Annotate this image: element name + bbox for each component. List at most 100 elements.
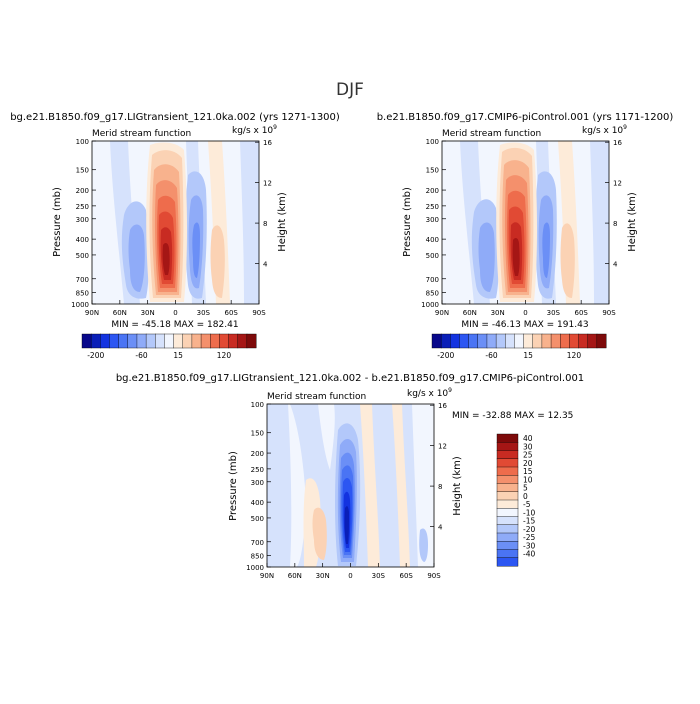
panel-2-colorbar-swatch (459, 333, 470, 349)
panel-3-units-text: kg/s x 10 (407, 389, 448, 399)
panel-3-ytick-label: 400 (251, 499, 264, 507)
panel-1-y2tick-label: 4 (263, 261, 268, 269)
panel-2-y2tick-label: 4 (613, 261, 618, 269)
panel-3-colorbar-swatch (496, 450, 519, 460)
panel-3-colorbar-label: 0 (523, 492, 528, 501)
panel-2-ytick-label: 100 (426, 138, 439, 146)
panel-2-xticks: 90N 60N 30N 0 30S 60S 90S (435, 300, 616, 317)
panel-2-units-text: kg/s x 10 (582, 126, 623, 136)
panel-1-xtick-label: 60S (224, 309, 238, 317)
panel-3-yticks: 100 150 200 250 300 400 500 700 850 1000 (246, 401, 271, 572)
panel-2-xtick-label: 60N (463, 309, 477, 317)
panel-3-colorbar-label: 20 (523, 459, 533, 468)
panel-3-y2label: Height (km) (452, 456, 463, 516)
panel-1-ytick-label: 400 (76, 236, 89, 244)
panel-2-y2tick-label: 8 (613, 220, 617, 228)
panel-3-colorbar-label: 40 (523, 434, 533, 443)
panel-3-xtick-label: 30S (372, 572, 386, 580)
panel-2-subtitle-left: Merid stream function (442, 129, 541, 139)
panel-2-colorbar-swatch (523, 333, 534, 349)
panel-1-colorbar-swatch (127, 333, 138, 349)
panel-2-ytick-label: 300 (426, 216, 439, 224)
panel-1-xtick-label: 90S (252, 309, 266, 317)
panel-3-colorbar-label: -5 (523, 500, 531, 509)
panel-1-colorbar: -200 -60 15 120 (81, 333, 257, 360)
panel-3-colorbar-label: -25 (523, 533, 535, 542)
panel-3-xtick-label: 90N (260, 572, 274, 580)
panel-1-xtick-label: 90N (85, 309, 99, 317)
panel-2-y2tick-label: 16 (613, 139, 622, 147)
panel-1-ytick-label: 200 (76, 187, 89, 195)
panel-2-colorbar-swatch (532, 333, 543, 349)
panel-1-subtitle-left: Merid stream function (92, 129, 191, 139)
page-title: DJF (336, 80, 364, 100)
panel-2-colorbar-swatch (431, 333, 442, 349)
panel-3-stats: MIN = -32.88 MAX = 12.35 (452, 411, 573, 421)
panel-3-colorbar-label: 30 (523, 442, 533, 451)
panel-1-colorbar-label: -60 (135, 351, 147, 360)
panel-3-colorbar-label: 15 (523, 467, 533, 476)
panel-3-ytick-label: 700 (251, 539, 264, 547)
panel-3-ytick-label: 200 (251, 450, 264, 458)
panel-3-colorbar-label: -15 (523, 517, 535, 526)
panel-2-ylabel: Pressure (mb) (402, 187, 413, 257)
panel-3-y2tick-label: 4 (438, 524, 443, 532)
panel-3-units-exp: 9 (448, 387, 452, 394)
panel-2-units: kg/s x 109 (582, 124, 627, 136)
panel-3-colorbar-swatch (496, 557, 519, 567)
panel-2-colorbar-label: -60 (485, 351, 497, 360)
panel-3-colorbar-swatch (496, 499, 519, 509)
panel-1-y2tick-label: 8 (263, 220, 267, 228)
panel-3: bg.e21.B1850.f09_g17.LIGtransient_121.0k… (116, 373, 584, 580)
panel-2-ytick-label: 150 (426, 167, 439, 175)
panel-3-colorbar-label: 25 (523, 451, 533, 460)
panel-3-colorbar-label: -20 (523, 525, 535, 534)
panel-3-colorbar-swatch (496, 549, 519, 559)
panel-3-xtick-label: 60N (288, 572, 302, 580)
panel-3-units: kg/s x 109 (407, 387, 452, 399)
panel-1-colorbar-swatch (173, 333, 184, 349)
panel-2-colorbar-label: 120 (567, 351, 582, 360)
panel-2-colorbar-swatch (596, 333, 607, 349)
panel-3-xtick-label: 30N (316, 572, 330, 580)
panel-2-colorbar-swatch (495, 333, 506, 349)
panel-1-colorbar-swatch (182, 333, 193, 349)
panel-1-ytick-label: 700 (76, 276, 89, 284)
panel-2-colorbar-swatch (550, 333, 561, 349)
panel-1-yticks: 100 150 200 250 300 400 500 700 850 1000 (71, 138, 96, 309)
panel-1-ylabel: Pressure (mb) (52, 187, 63, 257)
panel-1-ytick-label: 1000 (71, 301, 89, 309)
panel-3-xticks: 90N 60N 30N 0 30S 60S 90S (260, 563, 441, 580)
panel-1-colorbar-swatch (246, 333, 257, 349)
panel-3-colorbar-swatch (496, 541, 519, 550)
panel-1-ytick-label: 250 (76, 203, 89, 211)
panel-3-xtick-label: 60S (399, 572, 413, 580)
panel-1-colorbar-swatch (81, 333, 92, 349)
panel-1-colorbar-swatch (191, 333, 202, 349)
panel-2-units-exp: 9 (623, 124, 627, 131)
panel-2-y2tick-label: 12 (613, 180, 622, 188)
panel-2-stats: MIN = -46.13 MAX = 191.43 (461, 320, 588, 330)
panel-2-xtick-label: 0 (523, 309, 527, 317)
panel-1-units-text: kg/s x 10 (232, 126, 273, 136)
panel-3-colorbar-label: 5 (523, 484, 528, 493)
panel-1-ytick-label: 500 (76, 252, 89, 260)
panel-1-stats: MIN = -45.18 MAX = 182.41 (111, 320, 238, 330)
panel-3-y2tick-label: 8 (438, 483, 442, 491)
panel-3-subtitle-left: Merid stream function (267, 392, 366, 402)
panel-1-ytick-label: 100 (76, 138, 89, 146)
panel-1-colorbar-swatch (200, 333, 211, 349)
panel-2-xtick-label: 60S (574, 309, 588, 317)
panel-3-ylabel: Pressure (mb) (228, 451, 239, 521)
panel-3-colorbar-swatch (496, 491, 519, 501)
panel-3-colorbar-label: 10 (523, 475, 533, 484)
panel-1-y2tick-label: 12 (263, 180, 272, 188)
panel-1-ytick-label: 150 (76, 167, 89, 175)
panel-3-colorbar-swatch (496, 508, 519, 517)
panel-2-xtick-label: 90S (602, 309, 616, 317)
panel-3-ytick-label: 150 (251, 430, 264, 438)
panel-1-y2tick-label: 16 (263, 139, 272, 147)
panel-3-colorbar-swatch (496, 466, 519, 476)
panel-2-colorbar-swatch (477, 333, 488, 349)
panel-2-ytick-label: 250 (426, 203, 439, 211)
